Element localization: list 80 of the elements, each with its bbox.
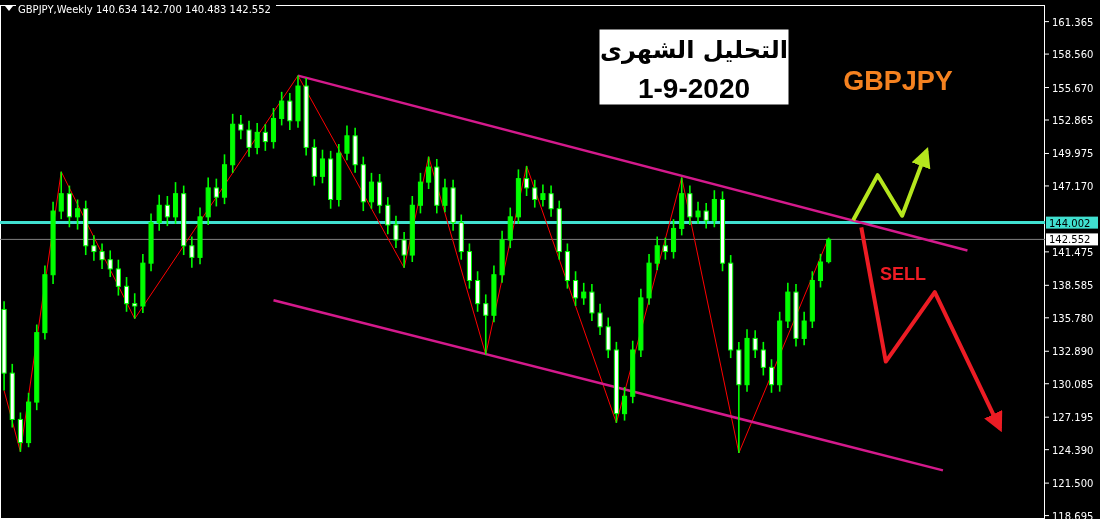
candlestick [164,195,170,227]
candlestick [768,358,775,394]
y-tick-label: 138.585 [1052,280,1094,292]
y-tick-label: 130.085 [1052,378,1094,390]
y-tick-label: 141.475 [1052,246,1094,258]
candlestick [172,181,179,225]
y-tick-label: 135.780 [1052,312,1094,324]
candlestick [58,170,64,220]
candlestick [711,189,717,229]
candlestick [344,124,350,161]
candlestick [66,184,72,229]
y-tick-label: 161.365 [1052,16,1094,28]
candlestick [662,236,668,261]
candlestick [287,92,293,131]
candlestick [393,214,399,249]
candlestick [475,270,481,313]
y-tick-label: 158.560 [1052,49,1094,61]
candlestick [377,173,383,215]
candlestick [483,293,489,356]
candlestick [817,253,824,289]
y-tick-label: 152.865 [1052,115,1094,127]
candlestick [132,292,138,320]
candlestick [507,206,513,249]
candlestick [548,184,554,218]
candlestick [589,283,595,322]
y-tick-label: 118.695 [1052,510,1094,519]
y-tick-label: 149.975 [1052,148,1094,160]
ref-line-label: 142.552 [1049,234,1091,246]
candlestick [124,276,130,313]
candlestick [75,198,81,231]
annotation: SELL [879,264,927,284]
y-tick-label: 155.670 [1052,82,1094,94]
candlestick [156,194,162,232]
candlestick [622,386,628,422]
candlestick [17,411,23,453]
candlestick [319,148,326,185]
candlestick [189,235,195,269]
candlestick [426,155,432,190]
annotation: GBPJPY [843,66,953,96]
candlestick [801,310,807,347]
candlestick [442,177,448,214]
candlestick [826,236,832,265]
candlestick [581,282,587,306]
candlestick [279,91,285,127]
candlestick [703,202,709,230]
y-tick-label: 124.390 [1052,444,1094,456]
candlestick [654,235,660,271]
candlestick [597,302,603,336]
y-tick-label: 147.170 [1052,180,1094,192]
annotation: 1-9-2020 [637,73,751,104]
y-tick-label: 127.195 [1052,412,1094,424]
candlestick [605,316,611,359]
candlestick [270,107,277,150]
candlestick [752,329,758,359]
candlestick [401,231,407,269]
candlestick [246,119,252,158]
candlestick [385,196,391,236]
candlestick [695,201,701,225]
candlestick [254,122,260,156]
candlestick [91,234,97,262]
candlestick [107,249,113,278]
chart-title: GBPJPY,Weekly 140.634 142.700 140.483 142.552 [18,4,271,15]
candlestick [540,183,546,208]
candlestick [115,258,121,297]
y-tick-label: 132.890 [1052,346,1094,358]
candlestick [532,179,538,209]
candlestick [687,184,693,226]
candlestick [238,114,244,141]
candlestick [262,123,268,152]
candlestick [213,177,219,208]
ref-line-label: 144.002 [1049,217,1091,229]
candlestick [524,165,530,197]
candlestick [670,218,677,260]
candlestick [368,172,375,210]
candlestick [760,341,766,377]
candlestick [417,172,423,215]
candlestick [99,242,105,270]
y-tick-label: 121.500 [1052,478,1094,490]
candlestick [573,270,579,307]
annotation: التحليل الشهرى [599,36,789,64]
